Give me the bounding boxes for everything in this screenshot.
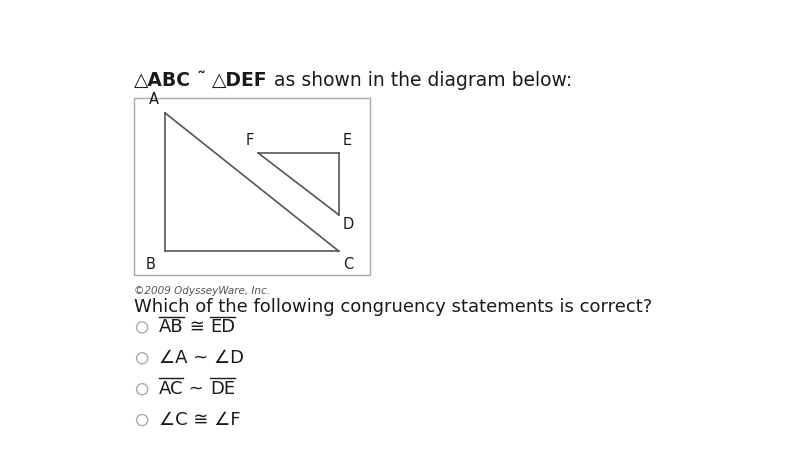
Text: C: C <box>343 257 354 271</box>
Text: as shown in the diagram below:: as shown in the diagram below: <box>268 71 572 90</box>
Text: E: E <box>343 133 352 148</box>
Text: △DEF: △DEF <box>212 71 268 90</box>
Text: B: B <box>146 257 156 271</box>
Text: AC: AC <box>159 380 183 398</box>
Text: ˜: ˜ <box>191 71 212 90</box>
Text: A: A <box>149 92 159 107</box>
Text: ≅: ≅ <box>183 319 210 337</box>
Text: ∠C ≅ ∠F: ∠C ≅ ∠F <box>159 411 241 429</box>
Text: △ABC: △ABC <box>134 71 191 90</box>
Text: Which of the following congruency statements is correct?: Which of the following congruency statem… <box>134 298 652 316</box>
Text: ED: ED <box>210 319 235 337</box>
Text: D: D <box>343 217 354 232</box>
Bar <box>134 99 370 275</box>
Text: ~: ~ <box>183 380 210 398</box>
Text: AB: AB <box>159 319 183 337</box>
Text: F: F <box>246 133 254 148</box>
Text: ©2009 OdysseyWare, Inc.: ©2009 OdysseyWare, Inc. <box>134 287 270 296</box>
Text: ∠A ~ ∠D: ∠A ~ ∠D <box>159 349 244 367</box>
Text: DE: DE <box>210 380 235 398</box>
